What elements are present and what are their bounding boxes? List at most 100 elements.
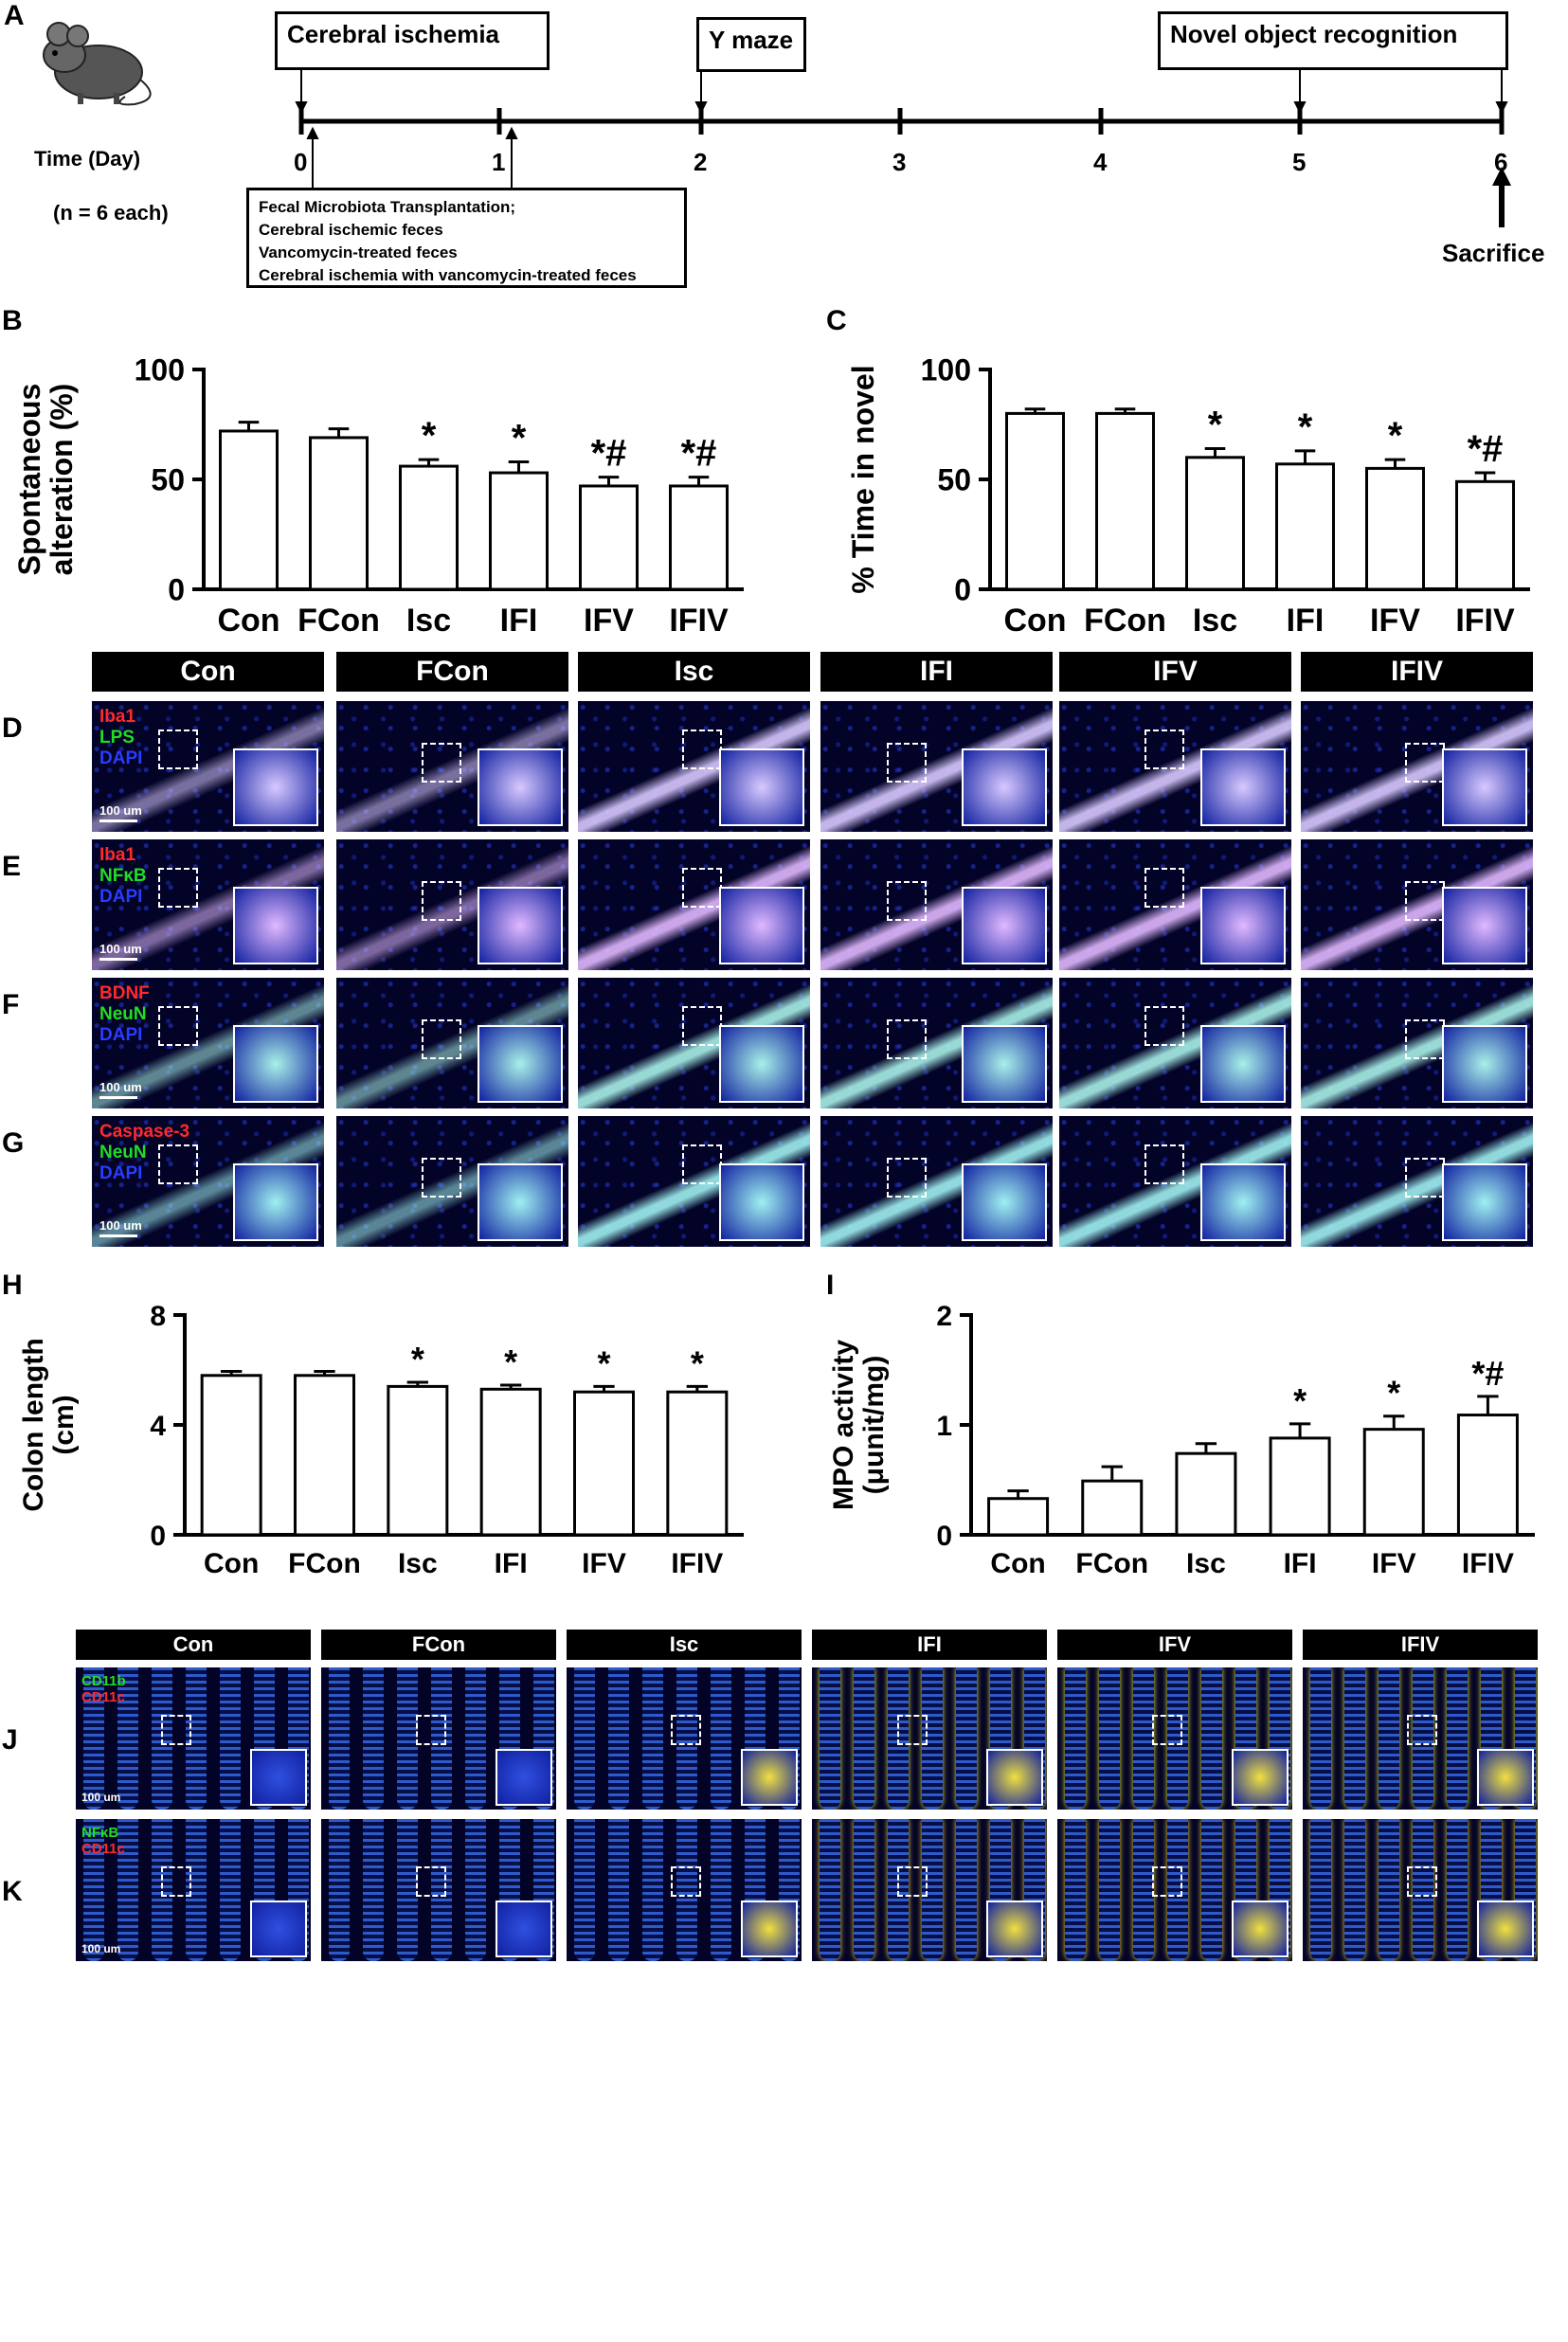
micrograph-tile xyxy=(578,701,810,832)
channel-label: LPS xyxy=(99,728,135,748)
colon-crypt xyxy=(1379,1819,1399,1961)
panel-letter-j: J xyxy=(2,1724,18,1756)
category-label: FCon xyxy=(288,1548,361,1579)
chart-c-time-in-novel: 0 50 100 % Time in novel Con FCon * Isc * IFI * IFV… xyxy=(846,353,1530,639)
y-tick-label: 100 xyxy=(921,353,971,387)
fmt-line: Fecal Microbiota Transplantation; xyxy=(259,198,516,216)
zoom-region-box xyxy=(1144,1144,1184,1184)
y-tick-label: 50 xyxy=(937,463,971,497)
y-tick-label: 0 xyxy=(150,1521,166,1552)
column-header: IFV xyxy=(1057,1630,1292,1660)
colon-crypt xyxy=(854,1667,874,1810)
column-header: IFIV xyxy=(1301,652,1533,692)
inset-zoom xyxy=(986,1749,1043,1806)
zoom-region-box xyxy=(161,1715,191,1745)
channel-labels: NFκB CD11c xyxy=(81,1825,125,1857)
chart-i-mpo-activity: 0 1 2 MPO activity (μunit/mg) Con FCon Isc * IFI *… xyxy=(828,1301,1535,1579)
zoom-region-box xyxy=(158,730,198,769)
colon-micrograph-tile xyxy=(567,1667,802,1810)
zoom-region-box xyxy=(422,881,461,921)
colon-crypt xyxy=(676,1819,697,1961)
colon-crypt xyxy=(1167,1667,1188,1810)
colon-image-grid: Con FCon Isc IFI IFV IFIV J CD11b CD11c 100 um K NF… xyxy=(0,1630,1568,2342)
channel-labels: Caspase-3 NeuN DAPI xyxy=(99,1122,189,1184)
zoom-region-box xyxy=(1144,730,1184,769)
inset-zoom xyxy=(233,887,318,964)
colon-crypt xyxy=(186,1819,207,1961)
significance-marker: *# xyxy=(591,433,627,475)
colon-crypt xyxy=(329,1819,350,1961)
colon-crypt xyxy=(1133,1667,1154,1810)
significance-marker: * xyxy=(1388,415,1403,457)
zoom-region-box xyxy=(1405,1019,1445,1059)
y-tick-label: 8 xyxy=(150,1301,166,1332)
category-label: IFIV xyxy=(1455,603,1515,639)
y-tick-label: 1 xyxy=(936,1411,952,1442)
zoom-region-box xyxy=(422,1019,461,1059)
micrograph-tile xyxy=(1301,701,1533,832)
colon-micrograph-tile xyxy=(1057,1819,1292,1961)
panel-letter-h: H xyxy=(2,1270,23,1301)
channel-label: CD11c xyxy=(81,1689,125,1705)
micrograph-tile xyxy=(820,701,1053,832)
zoom-region-box xyxy=(1405,743,1445,783)
colon-crypt xyxy=(676,1667,697,1810)
zoom-region-box xyxy=(887,881,927,921)
channel-label: NeuN xyxy=(99,1004,147,1024)
colon-crypt xyxy=(1201,1819,1222,1961)
scale-bar: 100 um xyxy=(81,1791,121,1804)
inset-zoom xyxy=(719,887,804,964)
category-label: IFV xyxy=(584,603,634,639)
inset-zoom xyxy=(719,1025,804,1103)
inset-zoom xyxy=(719,1163,804,1241)
colon-crypt xyxy=(1310,1667,1331,1810)
inset-zoom xyxy=(1442,748,1527,826)
micrograph-tile xyxy=(820,1116,1053,1247)
micrograph-tile xyxy=(336,701,568,832)
column-header: Isc xyxy=(578,652,810,692)
bar xyxy=(579,484,639,591)
bar xyxy=(479,1387,542,1537)
colon-crypt xyxy=(956,1819,977,1961)
colon-crypt xyxy=(1201,1667,1222,1810)
micrograph-tile xyxy=(1059,701,1291,832)
zoom-region-box xyxy=(887,743,927,783)
category-label: IFI xyxy=(1284,1548,1317,1579)
inset-zoom xyxy=(1200,1025,1286,1103)
micrograph-tile xyxy=(578,1116,810,1247)
micrograph-tile: Caspase-3 NeuN DAPI 100 um xyxy=(92,1116,324,1247)
category-label: IFV xyxy=(1370,603,1420,639)
zoom-region-box xyxy=(422,1158,461,1198)
channel-labels: BDNF NeuN DAPI xyxy=(99,983,150,1046)
inset-zoom xyxy=(478,887,563,964)
zoom-region-box xyxy=(897,1715,928,1745)
zoom-region-box xyxy=(1407,1866,1437,1897)
category-label: Isc xyxy=(1186,1548,1226,1579)
zoom-region-box xyxy=(422,743,461,783)
category-label: Con xyxy=(204,1548,259,1579)
panel-letter-f: F xyxy=(2,989,20,1020)
day-label: 0 xyxy=(294,148,308,176)
bar xyxy=(294,1374,355,1537)
category-label: IFIV xyxy=(671,1548,723,1579)
category-label: FCon xyxy=(1075,1548,1148,1579)
y-tick-label: 100 xyxy=(135,353,185,387)
bar xyxy=(573,1390,635,1537)
channel-labels: Iba1 NFκB DAPI xyxy=(99,845,147,908)
colon-crypt xyxy=(1065,1819,1086,1961)
day-label: 3 xyxy=(892,148,907,176)
channel-label: Iba1 xyxy=(99,845,136,865)
column-header: Isc xyxy=(567,1630,802,1660)
channel-label: NeuN xyxy=(99,1143,147,1162)
category-label: Con xyxy=(990,1548,1045,1579)
inset-zoom xyxy=(741,1749,798,1806)
micrograph-tile xyxy=(336,839,568,970)
zoom-region-box xyxy=(1405,1158,1445,1198)
micrograph-tile xyxy=(1301,1116,1533,1247)
inset-zoom xyxy=(233,1163,318,1241)
inset-zoom xyxy=(1477,1901,1534,1957)
channel-label: Iba1 xyxy=(99,707,136,727)
zoom-region-box xyxy=(1405,881,1445,921)
colon-crypt xyxy=(1099,1819,1120,1961)
colon-crypt xyxy=(711,1819,731,1961)
